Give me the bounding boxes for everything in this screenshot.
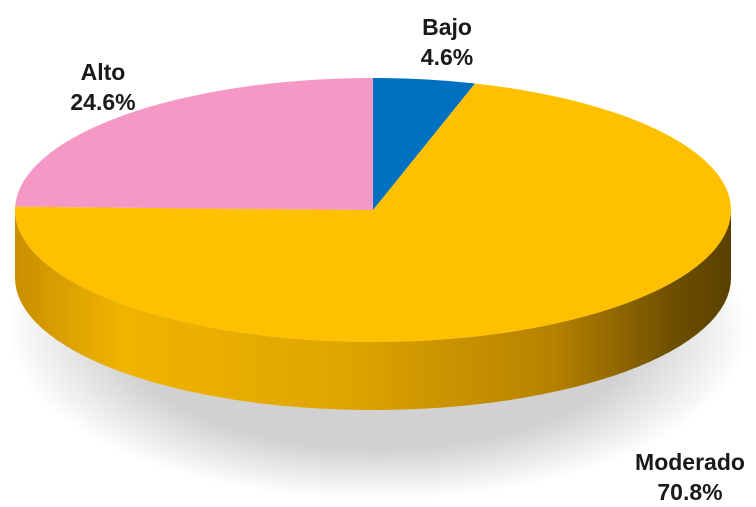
- pie-side: [15, 210, 731, 410]
- slice-value-alto: 24.6%: [70, 89, 135, 115]
- slice-label-moderado: Moderado: [635, 449, 745, 475]
- pie-side-wall: [15, 210, 731, 410]
- slice-label-alto: Alto: [81, 59, 126, 85]
- pie-slice-alto: [15, 78, 373, 210]
- slice-label-bajo: Bajo: [422, 14, 472, 40]
- slice-value-moderado: 70.8%: [657, 479, 722, 505]
- pie-slice-moderado: [15, 83, 732, 342]
- pie-top: [15, 78, 732, 342]
- pie-slice-bajo: [373, 78, 476, 210]
- slice-value-bajo: 4.6%: [421, 44, 473, 70]
- pie-labels: Bajo 4.6% Moderado 70.8% Alto 24.6%: [70, 14, 745, 505]
